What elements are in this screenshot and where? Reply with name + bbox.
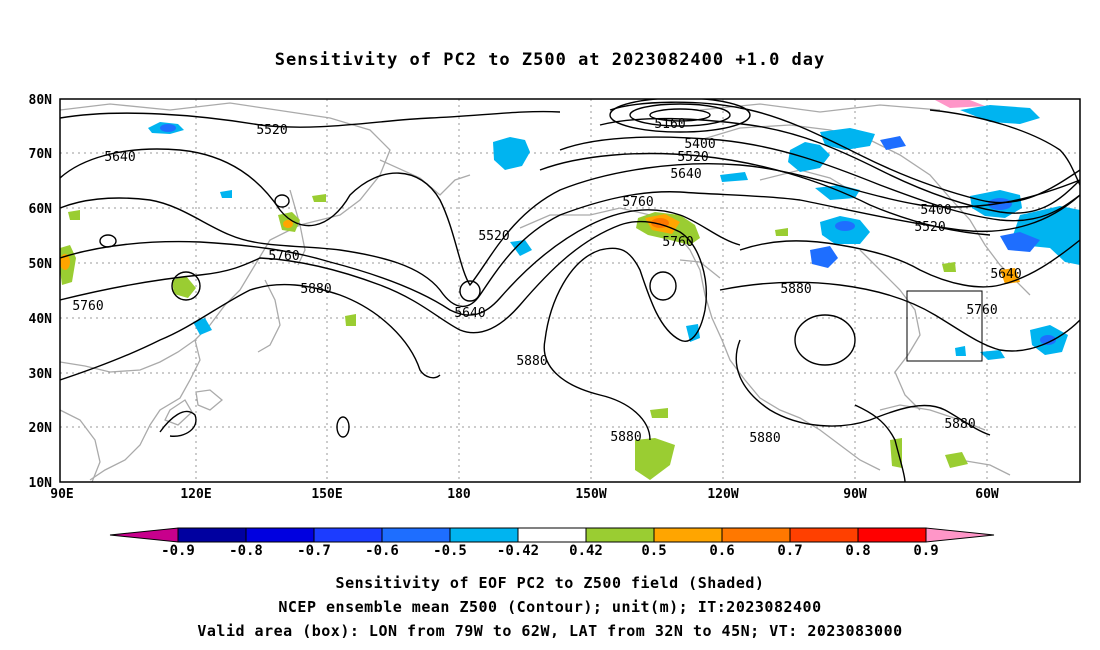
contour-label: 5760 bbox=[966, 303, 997, 318]
contour-label: 5880 bbox=[610, 430, 641, 445]
colorbar-low-arrow bbox=[109, 527, 179, 543]
lat-label: 60N bbox=[29, 202, 53, 217]
lon-label: 60W bbox=[975, 487, 999, 502]
lon-label: 180 bbox=[447, 487, 471, 502]
colorbar-tick-label: 0.5 bbox=[641, 543, 667, 559]
colorbar-swatch bbox=[245, 527, 315, 543]
colorbar-swatch bbox=[449, 527, 519, 543]
lon-label: 150E bbox=[311, 487, 342, 502]
colorbar-swatch bbox=[177, 527, 247, 543]
caption-line-3: Valid area (box): LON from 79W to 62W, L… bbox=[197, 622, 903, 640]
contour-label: 5640 bbox=[990, 267, 1021, 282]
colorbar bbox=[109, 527, 995, 543]
contour-label: 5520 bbox=[914, 220, 945, 235]
contour-label: 5520 bbox=[677, 150, 708, 165]
contour-labels: 5520 5640 5160 5400 5520 5640 5760 5760 … bbox=[72, 117, 1021, 446]
contour-label: 5760 bbox=[268, 249, 299, 264]
lat-label: 80N bbox=[29, 93, 53, 108]
contour-label: 5880 bbox=[780, 282, 811, 297]
colorbar-tick-label: -0.42 bbox=[496, 543, 540, 559]
lat-label: 70N bbox=[29, 147, 53, 162]
map-frame bbox=[59, 98, 1081, 483]
colorbar-tick-label: -0.5 bbox=[433, 543, 467, 559]
contour-label: 5880 bbox=[516, 354, 547, 369]
lat-label: 20N bbox=[29, 421, 53, 436]
caption-line-1: Sensitivity of EOF PC2 to Z500 field (Sh… bbox=[335, 574, 765, 592]
contour-label: 5400 bbox=[684, 137, 715, 152]
colorbar-tick-label: 0.42 bbox=[569, 543, 603, 559]
contour-label: 5520 bbox=[256, 123, 287, 138]
colorbar-tick-label: 0.6 bbox=[709, 543, 735, 559]
colorbar-swatch bbox=[313, 527, 383, 543]
lon-label: 120E bbox=[180, 487, 211, 502]
colorbar-tick-label: 0.7 bbox=[777, 543, 803, 559]
colorbar-swatch bbox=[721, 527, 791, 543]
colorbar-tick-label: 0.8 bbox=[845, 543, 871, 559]
colorbar-swatch bbox=[857, 527, 927, 543]
contour-label: 5760 bbox=[72, 299, 103, 314]
contour-label: 5760 bbox=[662, 235, 693, 250]
valid-area-box bbox=[906, 290, 983, 362]
colorbar-tick-label: 0.9 bbox=[913, 543, 939, 559]
colorbar-tick-label: -0.9 bbox=[161, 543, 195, 559]
colorbar-high-arrow bbox=[925, 527, 995, 543]
coastlines bbox=[60, 102, 1031, 482]
lat-label: 10N bbox=[29, 476, 53, 491]
contour-label: 5880 bbox=[300, 282, 331, 297]
colorbar-tick-label: -0.7 bbox=[297, 543, 331, 559]
z500-contours bbox=[60, 99, 1080, 482]
contour-label: 5400 bbox=[920, 203, 951, 218]
lon-label: 120W bbox=[707, 487, 738, 502]
colorbar-swatch bbox=[517, 527, 587, 543]
contour-label: 5640 bbox=[454, 306, 485, 321]
contour-label: 5640 bbox=[670, 167, 701, 182]
lon-axis: 90E 120E 150E 180 150W 120W 90W 60W bbox=[50, 487, 999, 502]
lat-axis: 80N 70N 60N 50N 40N 30N 20N 10N bbox=[29, 93, 53, 491]
contour-label: 5640 bbox=[104, 150, 135, 165]
map-title: Sensitivity of PC2 to Z500 at 2023082400… bbox=[274, 50, 826, 70]
contour-label: 5760 bbox=[622, 195, 653, 210]
lat-label: 30N bbox=[29, 367, 53, 382]
contour-label: 5880 bbox=[749, 431, 780, 446]
contour-label: 5520 bbox=[478, 229, 509, 244]
colorbar-swatch bbox=[653, 527, 723, 543]
colorbar-swatch bbox=[585, 527, 655, 543]
colorbar-tick-label: -0.8 bbox=[229, 543, 263, 559]
colorbar-swatch bbox=[381, 527, 451, 543]
lat-label: 50N bbox=[29, 257, 53, 272]
lon-label: 150W bbox=[575, 487, 606, 502]
contour-label: 5160 bbox=[654, 117, 685, 132]
caption-line-2: NCEP ensemble mean Z500 (Contour); unit(… bbox=[278, 598, 822, 616]
colorbar-tick-label: -0.6 bbox=[365, 543, 399, 559]
lon-label: 90E bbox=[50, 487, 73, 502]
colorbar-swatch bbox=[789, 527, 859, 543]
contour-label: 5880 bbox=[944, 417, 975, 432]
lat-label: 40N bbox=[29, 312, 53, 327]
lon-label: 90W bbox=[843, 487, 867, 502]
